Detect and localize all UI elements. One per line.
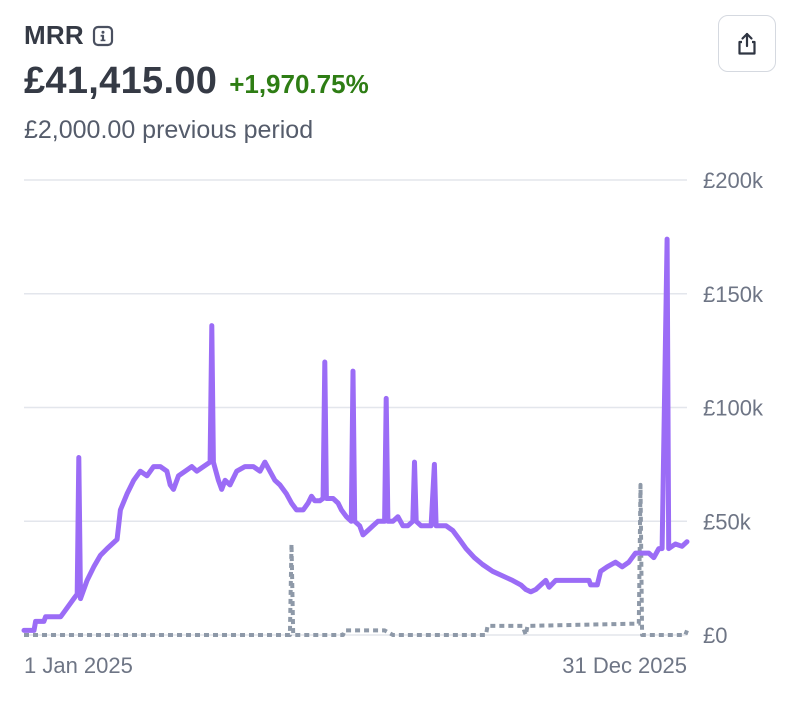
share-icon [738, 32, 756, 55]
x-tick-label: 1 Jan 2025 [24, 653, 133, 678]
current-period-series [21, 236, 690, 633]
metric-value: £41,415.00 [24, 60, 218, 102]
previous-period-text: £2,000.00 previous period [24, 116, 314, 144]
y-tick-label: £200k [703, 168, 764, 193]
value-row: £41,415.00 +1,970.75% [24, 60, 369, 103]
share-button[interactable] [718, 15, 776, 72]
y-tick-label: £150k [703, 282, 764, 307]
x-tick-label: 31 Dec 2025 [562, 653, 687, 678]
previous-period-series [24, 482, 689, 637]
mrr-chart: £0 £50k £100k £150k £200k 1 Jan 2025 31 Dec 2… [21, 168, 764, 678]
y-tick-label: £0 [703, 623, 727, 648]
y-tick-label: £50k [703, 509, 752, 534]
change-badge: +1,970.75% [229, 69, 369, 99]
y-tick-label: £100k [703, 396, 764, 421]
previous-series-line [24, 482, 689, 637]
current-series-line [21, 236, 690, 633]
metric-title: MRR [24, 20, 84, 50]
y-axis-ticks: £0 £50k £100k £150k £200k [703, 168, 764, 648]
title-row: MRR [24, 20, 114, 51]
x-axis-ticks: 1 Jan 2025 31 Dec 2025 [24, 653, 687, 678]
info-icon[interactable] [92, 25, 114, 47]
